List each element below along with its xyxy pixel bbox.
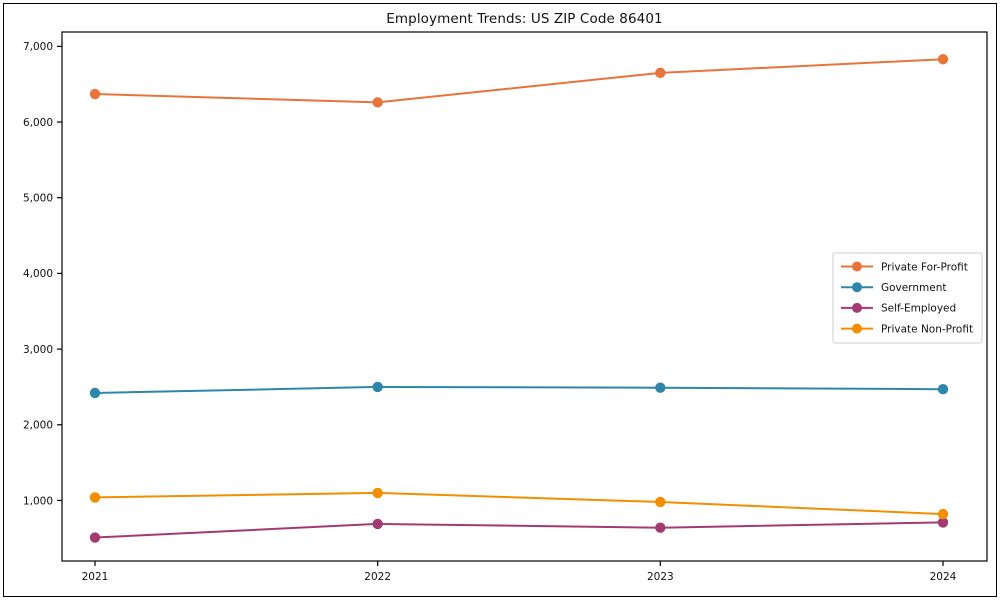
y-tick-label: 2,000 xyxy=(23,420,53,432)
y-tick-label: 5,000 xyxy=(23,193,53,205)
series-marker-government xyxy=(937,384,949,395)
series-marker-self-employed xyxy=(937,517,949,528)
x-tick-label: 2023 xyxy=(647,571,674,583)
series-marker-private-for-profit xyxy=(372,97,383,108)
x-tick-label: 2024 xyxy=(930,571,957,583)
series-line-government xyxy=(94,385,944,394)
series-line-private-non-profit xyxy=(94,491,944,516)
legend-label-government: Government xyxy=(881,282,946,294)
series-marker-government xyxy=(372,381,383,393)
x-tick-label: 2021 xyxy=(82,571,109,583)
series-marker-private-non-profit xyxy=(937,508,949,520)
chart-title: Employment Trends: US ZIP Code 86401 xyxy=(386,11,663,27)
y-tick-label: 7,000 xyxy=(23,41,53,53)
legend-label-private-for-profit: Private For-Profit xyxy=(881,261,968,273)
axes-frame xyxy=(61,31,988,562)
series-marker-self-employed xyxy=(89,532,101,543)
series-line-private-for-profit xyxy=(94,58,944,104)
y-tick-label: 4,000 xyxy=(23,268,53,280)
legend-marker-government xyxy=(852,282,862,293)
series-marker-private-for-profit xyxy=(937,54,949,65)
series-marker-private-for-profit xyxy=(89,88,101,100)
y-tick-label: 3,000 xyxy=(23,344,53,356)
series-line-self-employed xyxy=(94,521,944,539)
series-marker-private-for-profit xyxy=(655,67,666,79)
series-marker-self-employed xyxy=(372,518,383,530)
series-marker-self-employed xyxy=(655,522,666,533)
series-marker-government xyxy=(655,382,666,393)
legend-marker-self-employed xyxy=(852,302,862,313)
legend-label-self-employed: Self-Employed xyxy=(881,303,956,315)
y-tick-label: 6,000 xyxy=(23,117,53,129)
legend-marker-private-non-profit xyxy=(852,323,862,334)
series-marker-private-non-profit xyxy=(89,492,101,503)
series-marker-private-non-profit xyxy=(372,487,383,499)
legend-marker-private-for-profit xyxy=(852,261,862,272)
legend-label-private-non-profit: Private Non-Profit xyxy=(881,323,973,335)
series-marker-government xyxy=(89,387,101,399)
legend-box xyxy=(832,252,983,344)
x-tick-label: 2022 xyxy=(364,571,391,583)
series-marker-private-non-profit xyxy=(655,496,666,508)
y-tick-label: 1,000 xyxy=(23,495,53,507)
